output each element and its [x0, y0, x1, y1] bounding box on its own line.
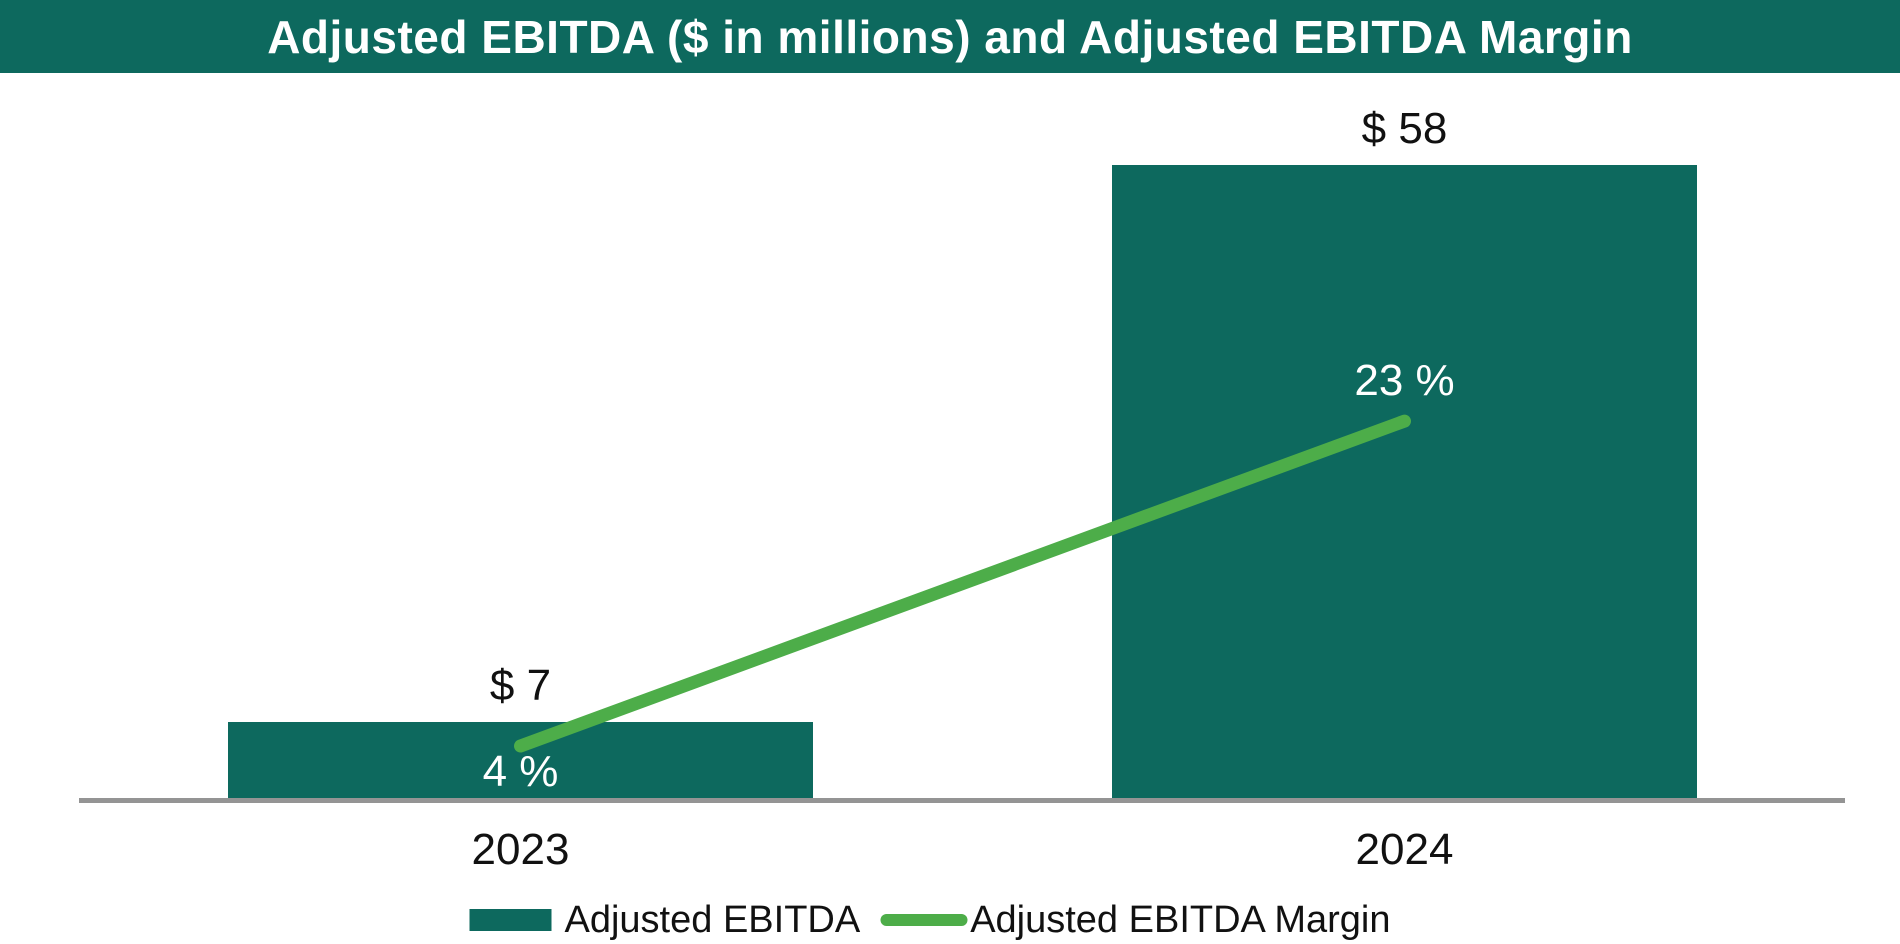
legend-line-swatch	[880, 914, 968, 926]
bar-2024	[1112, 165, 1697, 798]
margin-label-2024: 23 %	[1354, 356, 1455, 406]
category-label-2024: 2024	[1355, 825, 1454, 874]
bar-value-label-2023: $ 7	[489, 661, 552, 710]
margin-label-2023: 4 %	[482, 747, 559, 796]
legend-item-adjusted-ebitda: Adjusted EBITDA	[469, 899, 861, 941]
legend: Adjusted EBITDA Adjusted EBITDA Margin	[469, 899, 1391, 941]
legend-item-adjusted-ebitda-margin: Adjusted EBITDA Margin	[880, 899, 1391, 941]
x-axis-line	[79, 798, 1845, 803]
legend-bar-swatch	[469, 909, 552, 931]
chart-title-bar: Adjusted EBITDA ($ in millions) and Adju…	[0, 0, 1900, 73]
category-label-2023: 2023	[471, 825, 570, 874]
chart-title: Adjusted EBITDA ($ in millions) and Adju…	[267, 10, 1633, 63]
legend-label: Adjusted EBITDA	[564, 899, 861, 941]
bar-value-label-2024: $ 58	[1361, 104, 1448, 153]
legend-label: Adjusted EBITDA Margin	[970, 899, 1391, 941]
